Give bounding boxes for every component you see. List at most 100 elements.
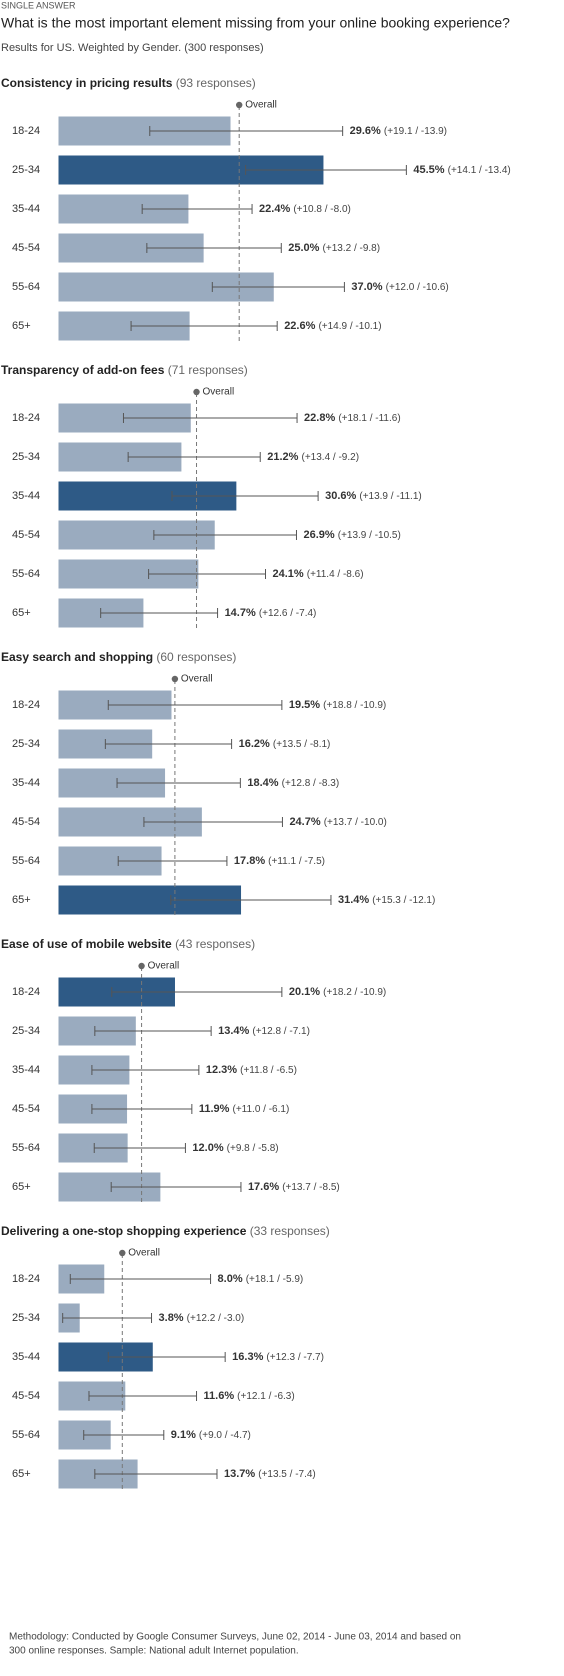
category-label: 65+ <box>12 320 31 332</box>
chart-subtitle: (43 responses) <box>175 937 255 951</box>
value-percent: 12.3% <box>206 1064 237 1076</box>
value-label: 22.8% (+18.1 / -11.6) <box>304 412 401 424</box>
value-label: 21.2% (+13.4 / -9.2) <box>267 451 359 463</box>
value-label: 37.0% (+12.0 / -10.6) <box>351 281 448 293</box>
error-label: (+18.1 / -11.6) <box>338 413 400 424</box>
value-percent: 25.0% <box>288 242 319 254</box>
value-percent: 24.1% <box>272 568 303 580</box>
value-percent: 17.6% <box>248 1181 279 1193</box>
value-label: 14.7% (+12.6 / -7.4) <box>225 607 317 619</box>
category-label: 65+ <box>12 1181 31 1193</box>
category-label: 45-54 <box>12 529 40 541</box>
value-percent: 14.7% <box>225 607 256 619</box>
error-label: (+9.8 / -5.8) <box>227 1143 279 1154</box>
value-label: 19.5% (+18.8 / -10.9) <box>289 699 386 711</box>
error-label: (+11.8 / -6.5) <box>240 1065 297 1076</box>
value-percent: 21.2% <box>267 451 298 463</box>
category-label: 55-64 <box>12 281 40 293</box>
category-label: 25-34 <box>12 164 40 176</box>
error-label: (+18.8 / -10.9) <box>323 700 386 711</box>
chart-title-text: Consistency in pricing results <box>1 76 173 90</box>
error-label: (+12.8 / -8.3) <box>282 778 340 789</box>
error-label: (+18.1 / -5.9) <box>246 1274 304 1285</box>
category-label: 25-34 <box>12 738 40 750</box>
category-label: 55-64 <box>12 568 40 580</box>
value-label: 22.4% (+10.8 / -8.0) <box>259 203 351 215</box>
overall-dot <box>119 1249 126 1257</box>
error-label: (+9.0 / -4.7) <box>199 1430 251 1441</box>
category-label: 45-54 <box>12 242 40 254</box>
category-label: 35-44 <box>12 777 40 789</box>
error-label: (+19.1 / -13.9) <box>384 126 447 137</box>
value-label: 22.6% (+14.9 / -10.1) <box>284 320 381 332</box>
value-label: 45.5% (+14.1 / -13.4) <box>413 164 510 176</box>
value-label: 16.2% (+13.5 / -8.1) <box>239 738 331 750</box>
error-label: (+18.2 / -10.9) <box>323 987 386 998</box>
category-label: 18-24 <box>12 125 40 137</box>
error-label: (+13.5 / -8.1) <box>273 739 331 750</box>
error-label: (+13.2 / -9.8) <box>323 243 381 254</box>
value-label: 31.4% (+15.3 / -12.1) <box>338 894 435 906</box>
value-percent: 16.2% <box>239 738 270 750</box>
overall-dot <box>138 962 145 970</box>
chart-title-text: Transparency of add-on fees <box>1 363 165 377</box>
error-label: (+11.1 / -7.5) <box>268 856 325 867</box>
value-percent: 3.8% <box>159 1312 184 1324</box>
value-percent: 24.7% <box>289 816 320 828</box>
value-label: 20.1% (+18.2 / -10.9) <box>289 986 386 998</box>
error-label: (+14.1 / -13.4) <box>448 165 511 176</box>
value-percent: 22.8% <box>304 412 335 424</box>
value-percent: 12.0% <box>192 1142 223 1154</box>
value-label: 17.6% (+13.7 / -8.5) <box>248 1181 340 1193</box>
value-label: 24.1% (+11.4 / -8.6) <box>272 568 363 580</box>
value-percent: 19.5% <box>289 699 320 711</box>
value-percent: 20.1% <box>289 986 320 998</box>
chart-title-text: Delivering a one-stop shopping experienc… <box>1 1224 247 1238</box>
category-label: 18-24 <box>12 412 40 424</box>
category-label: 45-54 <box>12 816 40 828</box>
category-label: 18-24 <box>12 1273 40 1285</box>
kicker: SINGLE ANSWER <box>1 0 76 10</box>
chart-subtitle: (71 responses) <box>168 363 248 377</box>
chart-title: Ease of use of mobile website (43 respon… <box>1 937 255 951</box>
value-percent: 37.0% <box>351 281 382 293</box>
value-label: 12.3% (+11.8 / -6.5) <box>206 1064 297 1076</box>
error-label: (+11.4 / -8.6) <box>307 569 364 580</box>
value-percent: 8.0% <box>218 1273 243 1285</box>
value-percent: 13.4% <box>218 1025 249 1037</box>
chart-subtitle: (33 responses) <box>250 1224 330 1238</box>
value-label: 12.0% (+9.8 / -5.8) <box>192 1142 278 1154</box>
error-label: (+15.3 / -12.1) <box>372 895 435 906</box>
error-label: (+11.0 / -6.1) <box>233 1104 290 1115</box>
value-label: 16.3% (+12.3 / -7.7) <box>232 1351 324 1363</box>
chart-title: Consistency in pricing results (93 respo… <box>1 76 256 90</box>
value-label: 11.9% (+11.0 / -6.1) <box>199 1103 289 1115</box>
value-label: 17.8% (+11.1 / -7.5) <box>234 855 325 867</box>
overall-label: Overall <box>245 100 277 111</box>
value-percent: 30.6% <box>325 490 356 502</box>
value-percent: 11.9% <box>199 1103 230 1115</box>
error-label: (+10.8 / -8.0) <box>293 204 351 215</box>
error-label: (+12.8 / -7.1) <box>252 1026 310 1037</box>
chart-title: Delivering a one-stop shopping experienc… <box>1 1224 330 1238</box>
chart-title: Easy search and shopping (60 responses) <box>1 650 236 664</box>
category-label: 35-44 <box>12 1064 40 1076</box>
value-label: 13.4% (+12.8 / -7.1) <box>218 1025 310 1037</box>
value-label: 25.0% (+13.2 / -9.8) <box>288 242 380 254</box>
error-label: (+13.9 / -11.1) <box>359 491 421 502</box>
category-label: 35-44 <box>12 1351 40 1363</box>
value-label: 11.6% (+12.1 / -6.3) <box>204 1390 295 1402</box>
overall-label: Overall <box>203 387 235 398</box>
overall-label: Overall <box>181 674 213 685</box>
bar <box>57 767 167 799</box>
overall-dot <box>193 388 200 396</box>
category-label: 18-24 <box>12 986 40 998</box>
error-label: (+12.1 / -6.3) <box>237 1391 295 1402</box>
value-percent: 9.1% <box>171 1429 196 1441</box>
value-percent: 29.6% <box>350 125 381 137</box>
error-label: (+13.9 / -10.5) <box>338 530 401 541</box>
overall-dot <box>235 101 243 109</box>
value-label: 8.0% (+18.1 / -5.9) <box>218 1273 304 1285</box>
chart-subtitle: (93 responses) <box>176 76 256 90</box>
